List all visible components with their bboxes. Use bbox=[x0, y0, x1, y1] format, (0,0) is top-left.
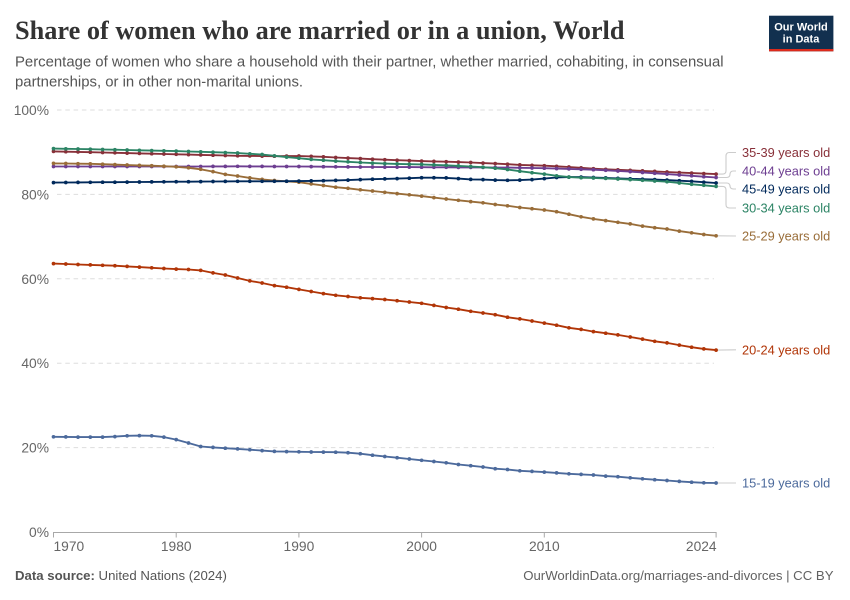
svg-text:partnerships, or in other non-: partnerships, or in other non-marital un… bbox=[15, 75, 303, 91]
svg-text:2010: 2010 bbox=[529, 539, 560, 554]
svg-text:40-44 years old: 40-44 years old bbox=[742, 164, 830, 179]
svg-text:Our World: Our World bbox=[774, 22, 828, 34]
svg-text:25-29 years old: 25-29 years old bbox=[742, 229, 830, 244]
svg-text:40%: 40% bbox=[21, 356, 49, 371]
svg-text:Share of women who are married: Share of women who are married or in a u… bbox=[15, 16, 625, 45]
svg-text:1990: 1990 bbox=[284, 539, 315, 554]
svg-text:in Data: in Data bbox=[783, 33, 821, 45]
svg-text:15-19 years old: 15-19 years old bbox=[742, 476, 830, 491]
svg-text:2000: 2000 bbox=[406, 539, 437, 554]
svg-text:20%: 20% bbox=[21, 441, 49, 456]
svg-text:2024: 2024 bbox=[686, 539, 717, 554]
svg-text:45-49 years old: 45-49 years old bbox=[742, 182, 830, 197]
svg-text:Data source: United Nations (2: Data source: United Nations (2024) bbox=[15, 568, 227, 583]
svg-text:1970: 1970 bbox=[54, 539, 85, 554]
svg-text:20-24 years old: 20-24 years old bbox=[742, 342, 830, 357]
svg-text:30-34 years old: 30-34 years old bbox=[742, 201, 830, 216]
svg-text:OurWorldinData.org/marriages-a: OurWorldinData.org/marriages-and-divorce… bbox=[523, 568, 833, 583]
svg-text:Percentage of women who share: Percentage of women who share a househol… bbox=[15, 55, 724, 71]
svg-text:80%: 80% bbox=[21, 187, 49, 202]
svg-text:0%: 0% bbox=[29, 525, 49, 540]
svg-text:35-39 years old: 35-39 years old bbox=[742, 145, 830, 160]
svg-text:60%: 60% bbox=[21, 272, 49, 287]
svg-text:1980: 1980 bbox=[161, 539, 192, 554]
svg-text:100%: 100% bbox=[14, 103, 49, 118]
